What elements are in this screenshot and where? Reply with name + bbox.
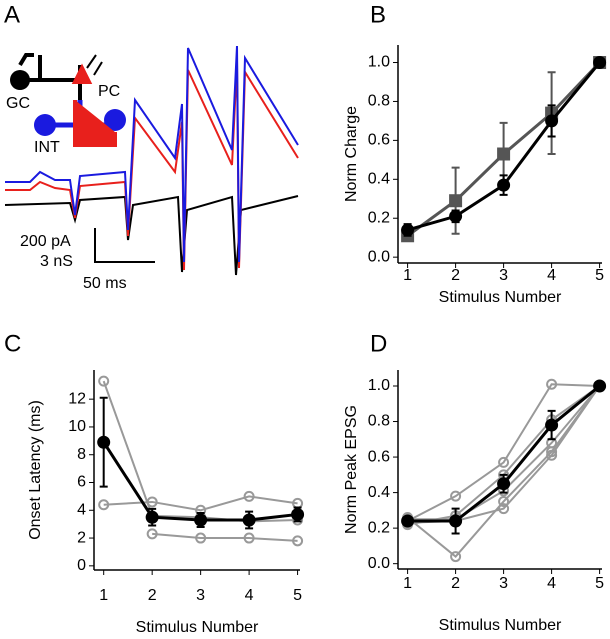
marker bbox=[593, 56, 607, 70]
x-tick-label: 2 bbox=[451, 575, 460, 592]
series-line bbox=[406, 385, 601, 558]
panel-a: A GC PC INT 200 pA 3 nS 50 ms bbox=[4, 1, 299, 292]
marker bbox=[450, 551, 462, 563]
y-tick-label: 12 bbox=[68, 390, 86, 407]
panel-letter: D bbox=[370, 330, 387, 357]
y-tick-label: 0.8 bbox=[368, 93, 390, 110]
x-tick-label: 2 bbox=[148, 587, 157, 604]
marker bbox=[593, 379, 607, 393]
marker bbox=[194, 513, 208, 527]
marker bbox=[98, 375, 110, 387]
x-tick-label: 3 bbox=[196, 587, 205, 604]
y-tick-label: 4 bbox=[77, 501, 86, 518]
marker bbox=[292, 535, 304, 547]
annotation: INT bbox=[34, 139, 60, 156]
marker bbox=[498, 495, 510, 507]
x-tick-label: 3 bbox=[499, 575, 508, 592]
marker bbox=[546, 449, 558, 461]
y-tick-label: 0.0 bbox=[368, 248, 390, 265]
x-tick-label: 1 bbox=[403, 575, 412, 592]
annotation: GC bbox=[6, 95, 30, 112]
annotation: PC bbox=[98, 83, 120, 100]
y-tick-label: 0.4 bbox=[368, 484, 390, 501]
x-tick-label: 3 bbox=[499, 267, 508, 284]
marker bbox=[98, 499, 110, 511]
y-tick-label: 0.2 bbox=[368, 209, 390, 226]
y-tick-label: 10 bbox=[68, 418, 86, 435]
marker bbox=[449, 514, 463, 528]
panel-letter: C bbox=[4, 330, 21, 357]
y-tick-label: 2 bbox=[77, 529, 86, 546]
x-tick-label: 5 bbox=[293, 587, 302, 604]
y-tick-label: 8 bbox=[77, 446, 86, 463]
x-tick-label: 4 bbox=[547, 267, 556, 284]
x-tick-label: 2 bbox=[451, 267, 460, 284]
marker bbox=[291, 507, 305, 521]
marker bbox=[498, 456, 510, 468]
x-axis-label: Stimulus Number bbox=[136, 619, 259, 636]
x-tick-label: 5 bbox=[595, 267, 604, 284]
marker bbox=[401, 223, 415, 237]
y-tick-label: 0.0 bbox=[368, 555, 390, 572]
marker bbox=[498, 503, 510, 515]
marker bbox=[450, 490, 462, 502]
scale-label: 50 ms bbox=[83, 275, 127, 292]
y-tick-label: 0.6 bbox=[368, 132, 390, 149]
y-tick-label: 0.4 bbox=[368, 171, 390, 188]
series-line bbox=[103, 495, 298, 512]
panel-letter: B bbox=[370, 1, 386, 28]
y-tick-label: 0.6 bbox=[368, 448, 390, 465]
y-tick-label: 1.0 bbox=[368, 54, 390, 71]
marker bbox=[497, 477, 511, 491]
series-line bbox=[407, 383, 600, 522]
series-line bbox=[102, 441, 298, 522]
x-tick-label: 4 bbox=[547, 575, 556, 592]
marker bbox=[146, 528, 158, 540]
y-axis-label: Norm Peak EPSG bbox=[343, 405, 360, 534]
y-tick-label: 0 bbox=[77, 557, 86, 574]
marker bbox=[449, 209, 463, 223]
y-axis-label: Norm Charge bbox=[343, 106, 360, 202]
scale-label: 3 nS bbox=[40, 253, 73, 270]
marker bbox=[545, 114, 559, 128]
circuit-diagram bbox=[10, 53, 126, 147]
scale-bar bbox=[94, 228, 155, 263]
y-axis-label: Onset Latency (ms) bbox=[27, 400, 44, 540]
marker bbox=[243, 490, 255, 502]
x-tick-label: 5 bbox=[595, 575, 604, 592]
marker bbox=[146, 496, 158, 508]
marker bbox=[545, 418, 559, 432]
panel: B 0.0 0.2 0.4 0.6 0.8 1.0 1 2 3 4 5 Stimulus Number N… bbox=[343, 1, 607, 306]
y-tick-label: 6 bbox=[77, 474, 86, 491]
marker bbox=[243, 532, 255, 544]
scale-label: 200 pA bbox=[20, 233, 71, 250]
trace-blue bbox=[5, 45, 299, 263]
marker bbox=[497, 147, 511, 161]
y-tick-label: 0.8 bbox=[368, 413, 390, 430]
marker bbox=[449, 194, 463, 208]
marker bbox=[401, 514, 415, 528]
y-tick-label: 0.2 bbox=[368, 519, 390, 536]
x-axis-label: Stimulus Number bbox=[439, 617, 562, 634]
marker bbox=[242, 513, 256, 527]
x-tick-label: 4 bbox=[245, 587, 254, 604]
marker bbox=[195, 532, 207, 544]
marker bbox=[497, 178, 511, 192]
y-tick-label: 1.0 bbox=[368, 377, 390, 394]
x-axis-label: Stimulus Number bbox=[439, 289, 562, 306]
marker bbox=[546, 378, 558, 390]
series-line bbox=[102, 380, 298, 523]
x-tick-label: 1 bbox=[99, 587, 108, 604]
series-line bbox=[152, 532, 298, 542]
panel-letter: A bbox=[4, 1, 20, 28]
panel: D 0.0 0.2 0.4 0.6 0.8 1.0 1 2 3 4 5 Stimulus Number N… bbox=[343, 330, 607, 634]
x-tick-label: 1 bbox=[403, 267, 412, 284]
marker bbox=[145, 510, 159, 524]
marker bbox=[97, 435, 111, 449]
